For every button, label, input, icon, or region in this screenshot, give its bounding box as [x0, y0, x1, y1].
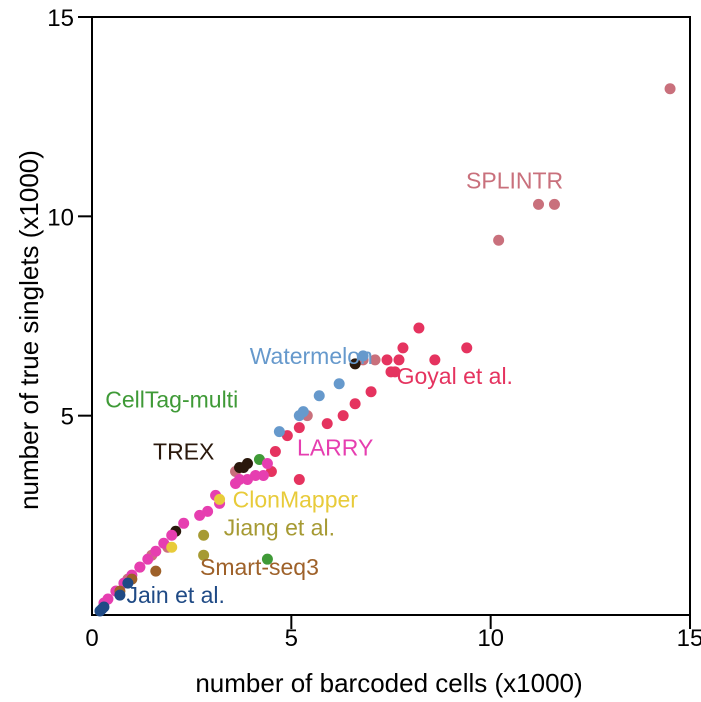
series-labels: SPLINTR Goyal et al. Watermelon CellTag-mul… [105, 167, 563, 608]
data-point [96, 603, 108, 615]
data-point [297, 406, 309, 418]
data-point [349, 398, 361, 410]
data-point [664, 83, 676, 95]
y-tick-label: 5 [61, 404, 74, 431]
x-tick-label: 0 [85, 625, 98, 652]
data-point [122, 577, 134, 589]
series-splintr [110, 83, 676, 597]
data-point [385, 366, 397, 378]
data-point [349, 358, 361, 370]
data-point [134, 561, 146, 573]
data-point [381, 354, 393, 366]
x-axis-title: number of barcoded cells (x1000) [195, 668, 582, 698]
data-point [293, 473, 305, 485]
series-label: Watermelon [250, 343, 373, 369]
data-point [533, 198, 545, 210]
data-point [461, 342, 473, 354]
series-jain-et-al- [94, 577, 134, 617]
series-label: Goyal et al. [397, 363, 513, 389]
data-point [142, 553, 154, 565]
data-point [166, 529, 178, 541]
data-point [114, 589, 126, 601]
data-point [337, 410, 349, 422]
data-point [413, 322, 425, 334]
x-tick-label: 15 [677, 625, 701, 652]
data-point [333, 378, 345, 390]
series-label: SPLINTR [466, 167, 563, 193]
plot-frame [91, 16, 691, 616]
data-point [365, 386, 377, 398]
y-tick-label: 15 [47, 5, 74, 32]
x-tick-label: 10 [477, 625, 504, 652]
data-point [548, 198, 560, 210]
series-label: TREX [153, 439, 214, 465]
data-point [269, 446, 281, 458]
data-points [94, 83, 676, 617]
data-point [313, 390, 325, 402]
data-point [230, 477, 242, 489]
series-label: CellTag-multi [105, 387, 238, 413]
series-label: ClonMapper [233, 486, 359, 512]
series-watermelon [273, 350, 369, 438]
data-point [214, 493, 226, 505]
data-point [166, 541, 178, 553]
data-point [178, 517, 190, 529]
series-jiang-et-al- [198, 529, 210, 561]
data-point [150, 545, 162, 557]
x-tick-label: 5 [285, 625, 298, 652]
series-label: Jiang et al. [224, 514, 335, 540]
data-point [261, 553, 273, 565]
data-point [261, 458, 273, 470]
series-label: Smart-seq3 [200, 554, 319, 580]
data-point [150, 565, 162, 577]
data-point [273, 426, 285, 438]
series-clonmapper [166, 493, 226, 553]
data-point [293, 422, 305, 434]
data-point [357, 350, 369, 362]
y-axis-title: number of true singlets (x1000) [14, 150, 44, 510]
series-label: LARRY [297, 435, 373, 461]
data-point [321, 418, 333, 430]
data-point [369, 354, 381, 366]
y-tick-label: 10 [47, 204, 74, 231]
data-point [198, 529, 210, 541]
series-label: Jain et al. [126, 582, 224, 608]
data-point [257, 469, 269, 481]
axis-ticks: 0 5 10 15 5 10 15 [47, 5, 701, 652]
data-point [429, 354, 441, 366]
data-point [234, 461, 246, 473]
data-point [198, 549, 210, 561]
data-point [493, 234, 505, 246]
series-goyal-et-al- [265, 322, 473, 485]
data-point [241, 473, 253, 485]
data-point [397, 342, 409, 354]
data-point [194, 509, 206, 521]
data-point [393, 354, 405, 366]
